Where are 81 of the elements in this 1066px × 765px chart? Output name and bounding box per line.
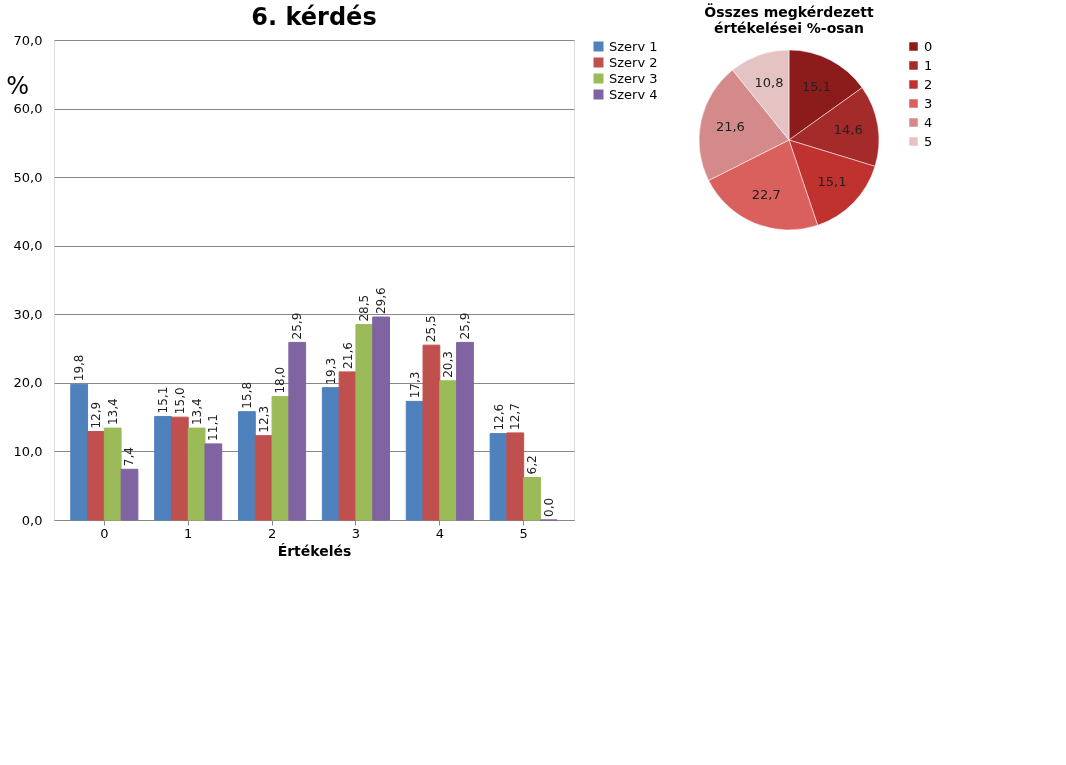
data-label: 14,6 bbox=[833, 122, 863, 138]
bar bbox=[489, 433, 508, 521]
y-tick-label: 50,0 bbox=[13, 169, 43, 185]
y-tick-label: 30,0 bbox=[13, 306, 43, 322]
bar bbox=[506, 432, 525, 521]
data-label: 15,1 bbox=[817, 173, 847, 189]
data-label: 25,9 bbox=[290, 312, 305, 340]
data-label: 25,5 bbox=[424, 315, 439, 343]
y-tick-label: 70,0 bbox=[13, 32, 43, 48]
data-label: 15,0 bbox=[172, 387, 187, 415]
data-label: 21,6 bbox=[715, 119, 745, 135]
data-label: 17,3 bbox=[407, 371, 422, 399]
data-label: 10,8 bbox=[754, 75, 784, 91]
bar bbox=[254, 435, 273, 521]
legend-label: Szerv 2 bbox=[609, 54, 658, 70]
bar bbox=[204, 443, 223, 521]
data-label: 15,1 bbox=[156, 386, 171, 414]
legend-label: Szerv 1 bbox=[609, 38, 658, 54]
data-label: 28,5 bbox=[357, 294, 372, 322]
data-label: 19,3 bbox=[323, 357, 338, 385]
bar bbox=[120, 468, 139, 521]
legend-label: Szerv 3 bbox=[609, 70, 658, 86]
bar bbox=[187, 427, 206, 521]
bar bbox=[338, 371, 357, 521]
data-label: 12,6 bbox=[491, 403, 506, 431]
y-tick-label: 10,0 bbox=[13, 443, 43, 459]
data-label: 25,9 bbox=[457, 312, 472, 340]
bar bbox=[456, 341, 474, 521]
data-label: 13,4 bbox=[105, 398, 120, 426]
bar bbox=[70, 383, 89, 521]
data-label: 21,6 bbox=[340, 342, 355, 369]
y-tick-label: 40,0 bbox=[13, 238, 43, 254]
x-tick-label: 4 bbox=[435, 525, 444, 541]
bar bbox=[355, 324, 374, 521]
data-label: 15,8 bbox=[239, 381, 254, 409]
bar bbox=[405, 400, 424, 521]
x-tick-label: 3 bbox=[351, 525, 361, 541]
y-axis-title: % bbox=[6, 72, 29, 100]
bar bbox=[372, 316, 390, 521]
data-label: 19,8 bbox=[72, 354, 87, 382]
x-tick-label: 0 bbox=[100, 525, 109, 541]
x-axis-title: Értékelés bbox=[277, 542, 352, 559]
x-tick-label: 5 bbox=[519, 525, 528, 541]
data-label: 11,1 bbox=[206, 414, 221, 441]
bar bbox=[238, 411, 256, 521]
bar bbox=[523, 476, 541, 521]
bar bbox=[422, 344, 441, 521]
data-label: 22,7 bbox=[751, 187, 781, 203]
bar bbox=[154, 415, 172, 521]
bar bbox=[288, 341, 307, 521]
data-label: 6,2 bbox=[525, 455, 540, 475]
legend-label: 4 bbox=[924, 114, 933, 130]
chart-title: Összes megkérdezett értékelései %-osan bbox=[704, 3, 875, 36]
data-label: 7,4 bbox=[122, 447, 137, 467]
bar bbox=[87, 431, 105, 521]
bar bbox=[103, 427, 122, 521]
legend-label: 0 bbox=[924, 38, 933, 54]
data-label: 29,6 bbox=[374, 287, 389, 315]
data-label: 0,0 bbox=[541, 497, 556, 517]
data-label: 12,9 bbox=[88, 401, 103, 429]
bar bbox=[439, 380, 458, 521]
legend-label: 1 bbox=[924, 57, 933, 73]
data-label: 15,1 bbox=[801, 78, 831, 94]
data-label: 12,3 bbox=[256, 405, 271, 433]
x-tick-label: 2 bbox=[267, 525, 277, 541]
legend-label: 2 bbox=[924, 76, 933, 92]
data-label: 20,3 bbox=[441, 351, 456, 378]
data-label: 13,4 bbox=[189, 398, 204, 426]
chart-title: 6. kérdés bbox=[251, 3, 377, 31]
y-tick-label: 60,0 bbox=[13, 101, 43, 117]
x-tick-label: 1 bbox=[184, 525, 193, 541]
legend-label: Szerv 4 bbox=[609, 86, 658, 102]
data-label: 18,0 bbox=[273, 366, 288, 394]
bar bbox=[321, 387, 340, 521]
legend-label: 3 bbox=[924, 95, 933, 111]
bar bbox=[271, 396, 290, 521]
y-tick-label: 20,0 bbox=[13, 375, 43, 391]
legend-label: 5 bbox=[924, 133, 933, 149]
data-label: 12,7 bbox=[508, 403, 523, 430]
y-tick-label: 0,0 bbox=[21, 512, 43, 528]
bar bbox=[170, 416, 189, 521]
